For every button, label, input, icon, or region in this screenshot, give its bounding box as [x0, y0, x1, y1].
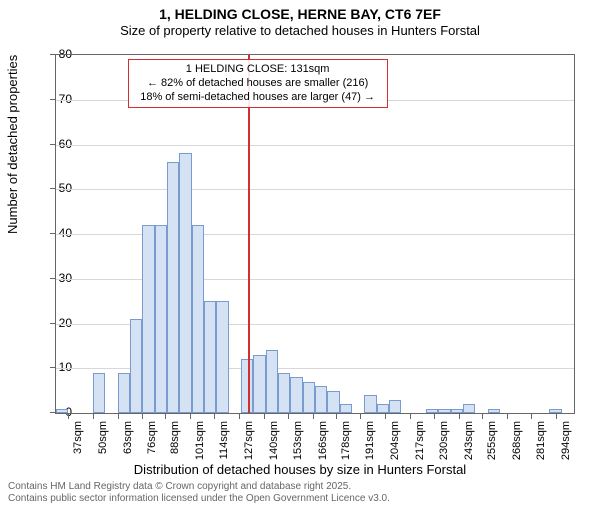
- annotation-box: 1 HELDING CLOSE: 131sqm ← 82% of detache…: [128, 59, 388, 108]
- histogram-bar: [204, 301, 216, 413]
- x-tick-mark: [336, 414, 337, 419]
- x-tick-mark: [165, 414, 166, 419]
- x-tick-label: 268sqm: [511, 421, 523, 460]
- histogram-bar: [463, 404, 475, 413]
- histogram-bar: [179, 153, 191, 413]
- x-tick-label: 281sqm: [535, 421, 547, 460]
- histogram-bar: [340, 404, 352, 413]
- x-axis-label: Distribution of detached houses by size …: [0, 462, 600, 477]
- x-tick-label: 166sqm: [317, 421, 329, 460]
- histogram-bar: [192, 225, 204, 413]
- x-tick-label: 243sqm: [463, 421, 475, 460]
- plot-area: 1 HELDING CLOSE: 131sqm ← 82% of detache…: [55, 54, 575, 414]
- x-tick-label: 50sqm: [97, 421, 109, 454]
- x-tick-mark: [288, 414, 289, 419]
- x-tick-mark: [556, 414, 557, 419]
- histogram-bar: [216, 301, 228, 413]
- histogram-bar: [426, 409, 438, 413]
- x-tick-mark: [385, 414, 386, 419]
- histogram-bar: [142, 225, 154, 413]
- footer-line1: Contains HM Land Registry data © Crown c…: [8, 481, 390, 493]
- y-axis-label: Number of detached properties: [5, 55, 20, 234]
- reference-line: [248, 55, 250, 413]
- annotation-line1: 1 HELDING CLOSE: 131sqm: [135, 63, 381, 77]
- x-tick-mark: [264, 414, 265, 419]
- histogram-bar: [364, 395, 376, 413]
- x-tick-label: 153sqm: [292, 421, 304, 460]
- histogram-bar: [118, 373, 130, 413]
- annotation-line2: ← 82% of detached houses are smaller (21…: [135, 77, 381, 91]
- histogram-bar: [167, 162, 179, 413]
- x-tick-label: 217sqm: [414, 421, 426, 460]
- x-tick-mark: [360, 414, 361, 419]
- histogram-bar: [253, 355, 265, 413]
- x-tick-label: 230sqm: [438, 421, 450, 460]
- histogram-bar: [130, 319, 142, 413]
- chart-container: 1, HELDING CLOSE, HERNE BAY, CT6 7EF Siz…: [0, 6, 600, 506]
- histogram-bar: [93, 373, 105, 413]
- histogram-bar: [56, 409, 68, 413]
- x-tick-label: 178sqm: [340, 421, 352, 460]
- histogram-bar: [488, 409, 500, 413]
- histogram-bar: [155, 225, 167, 413]
- x-tick-label: 37sqm: [72, 421, 84, 454]
- x-tick-mark: [68, 414, 69, 419]
- page-title: 1, HELDING CLOSE, HERNE BAY, CT6 7EF: [0, 6, 600, 22]
- x-tick-mark: [239, 414, 240, 419]
- x-tick-mark: [118, 414, 119, 419]
- histogram-bar: [389, 400, 401, 413]
- grid-line: [56, 189, 574, 190]
- x-tick-mark: [482, 414, 483, 419]
- histogram-bar: [451, 409, 463, 413]
- histogram-bar: [327, 391, 339, 413]
- grid-line: [56, 145, 574, 146]
- histogram-bar: [377, 404, 389, 413]
- x-tick-label: 294sqm: [560, 421, 572, 460]
- x-tick-mark: [313, 414, 314, 419]
- annotation-line3: 18% of semi-detached houses are larger (…: [135, 91, 381, 105]
- grid-line: [56, 234, 574, 235]
- x-tick-label: 76sqm: [146, 421, 158, 454]
- histogram-bar: [290, 377, 302, 413]
- x-tick-label: 204sqm: [389, 421, 401, 460]
- x-tick-label: 127sqm: [243, 421, 255, 460]
- x-tick-label: 191sqm: [364, 421, 376, 460]
- x-tick-mark: [142, 414, 143, 419]
- x-tick-mark: [214, 414, 215, 419]
- x-tick-label: 63sqm: [122, 421, 134, 454]
- footer: Contains HM Land Registry data © Crown c…: [8, 481, 390, 504]
- x-tick-mark: [434, 414, 435, 419]
- histogram-bar: [278, 373, 290, 413]
- x-tick-mark: [190, 414, 191, 419]
- x-tick-mark: [507, 414, 508, 419]
- x-tick-mark: [531, 414, 532, 419]
- x-tick-mark: [93, 414, 94, 419]
- x-tick-mark: [459, 414, 460, 419]
- histogram-bar: [549, 409, 561, 413]
- x-tick-label: 101sqm: [194, 421, 206, 460]
- x-tick-mark: [410, 414, 411, 419]
- x-tick-label: 88sqm: [169, 421, 181, 454]
- footer-line2: Contains public sector information licen…: [8, 493, 390, 505]
- histogram-bar: [315, 386, 327, 413]
- histogram-bar: [266, 350, 278, 413]
- histogram-bar: [303, 382, 315, 413]
- grid-line: [56, 279, 574, 280]
- page-subtitle: Size of property relative to detached ho…: [0, 23, 600, 38]
- x-tick-label: 255sqm: [486, 421, 498, 460]
- histogram-bar: [438, 409, 450, 413]
- x-tick-label: 114sqm: [218, 421, 230, 459]
- x-tick-label: 140sqm: [268, 421, 280, 460]
